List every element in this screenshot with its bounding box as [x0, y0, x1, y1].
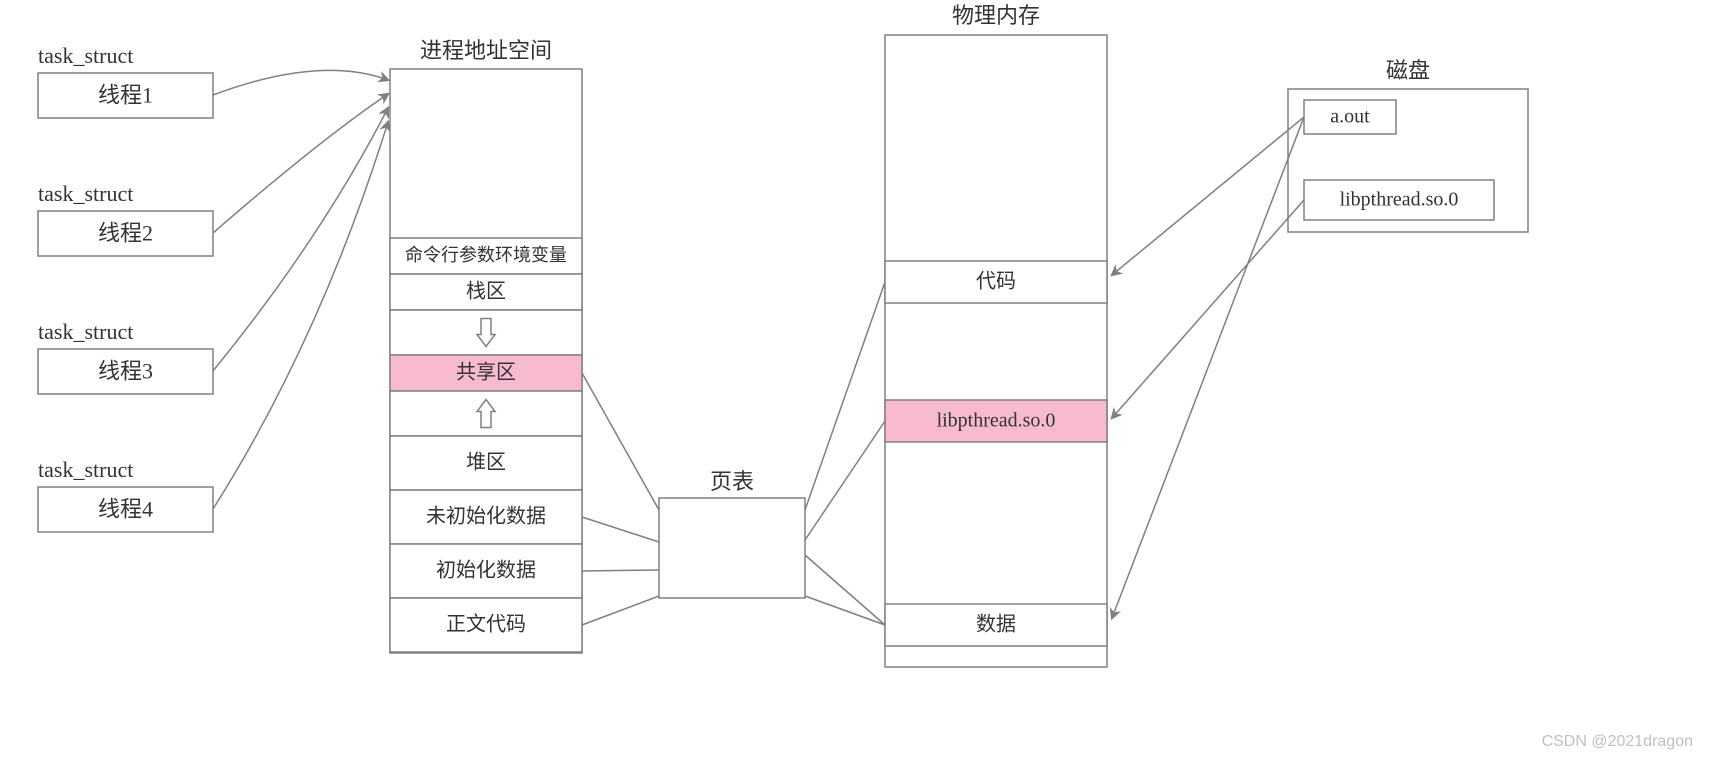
addr-cell-label-8: 正文代码 — [446, 613, 526, 636]
edges-thread-to-addr — [213, 70, 388, 509]
phys-mem-title: 物理内存 — [952, 3, 1040, 28]
edges-pagetable-to-phys — [805, 282, 885, 625]
thread-label-2: 线程2 — [98, 221, 153, 246]
edges-disk-to-phys — [1112, 117, 1304, 618]
address-space: 进程地址空间命令行参数环境变量栈区共享区堆区未初始化数据初始化数据正文代码 — [390, 38, 582, 653]
page-table-box — [659, 498, 805, 598]
phys-cell-label-0: 代码 — [976, 270, 1016, 293]
addr-cell-label-7: 初始化数据 — [436, 559, 536, 582]
edge-thread-2 — [213, 94, 388, 233]
edge-addr-pt-2 — [582, 570, 659, 571]
physical-memory: 物理内存代码 libpthread.so.0 数据 — [885, 3, 1107, 667]
page-table: 页表 — [659, 469, 805, 598]
phys-cell-label-1: libpthread.so.0 — [937, 410, 1056, 432]
edge-pt-phys-3 — [805, 596, 885, 625]
edge-thread-3 — [213, 108, 388, 371]
task-struct-label-2: task_struct — [38, 181, 133, 206]
disk-title: 磁盘 — [1386, 58, 1430, 83]
edge-pt-phys-2 — [805, 555, 885, 625]
watermark: CSDN @2021dragon — [1542, 733, 1693, 750]
task-struct-label-3: task_struct — [38, 319, 133, 344]
edge-disk-phys-0 — [1112, 117, 1304, 275]
disk-item-label-1: libpthread.so.0 — [1340, 189, 1459, 211]
edge-addr-pt-1 — [582, 517, 659, 542]
address-space-title: 进程地址空间 — [420, 38, 552, 63]
disk: 磁盘 a.out libpthread.so.0 — [1288, 58, 1528, 232]
edge-disk-phys-1 — [1112, 117, 1304, 618]
page-table-title: 页表 — [710, 469, 754, 494]
edge-pt-phys-1 — [805, 421, 885, 540]
addr-cell-label-5: 堆区 — [466, 451, 506, 474]
edge-addr-pt-3 — [582, 596, 659, 625]
phys-cell-label-2: 数据 — [976, 613, 1016, 636]
addr-cell-label-3: 共享区 — [456, 361, 516, 384]
addr-cell-label-1: 栈区 — [466, 280, 506, 303]
task-struct-label-1: task_struct — [38, 43, 133, 68]
thread-label-4: 线程4 — [98, 497, 153, 522]
edges-addr-to-pagetable — [582, 373, 659, 625]
thread-label-3: 线程3 — [98, 359, 153, 384]
edge-pt-phys-0 — [805, 282, 885, 510]
edge-thread-4 — [213, 122, 388, 509]
edge-disk-phys-2 — [1112, 200, 1304, 418]
edge-thread-1 — [213, 70, 388, 95]
addr-cell-label-6: 未初始化数据 — [426, 505, 546, 528]
task-struct-label-4: task_struct — [38, 457, 133, 482]
addr-cell-label-0: 命令行参数环境变量 — [405, 245, 567, 265]
edge-addr-pt-0 — [582, 373, 659, 510]
thread-label-1: 线程1 — [98, 83, 153, 108]
phys-mem-outline — [885, 35, 1107, 667]
disk-item-label-0: a.out — [1330, 106, 1370, 128]
threads-group: task_struct 线程1 task_struct 线程2 task_struct 线… — [38, 43, 213, 532]
